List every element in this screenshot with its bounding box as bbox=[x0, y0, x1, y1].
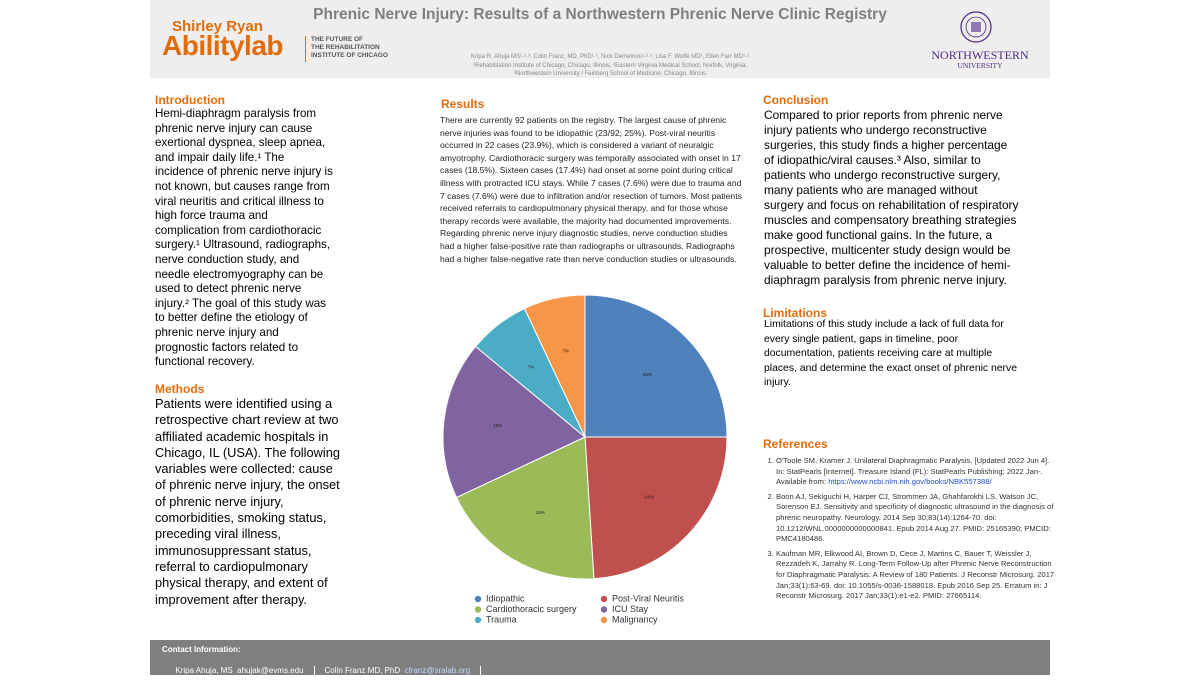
legend-marker bbox=[474, 606, 482, 613]
slice-label: 18% bbox=[493, 423, 502, 428]
legend-marker bbox=[474, 616, 482, 624]
affiliation: ³Northwestern University / Feinberg Scho… bbox=[513, 71, 707, 77]
legend-label: Trauma bbox=[486, 614, 517, 624]
footer-heading: Contact Information: bbox=[162, 645, 241, 654]
authors: Kripa R. Ahuja MS¹·²·³, Colin Franz, MD,… bbox=[400, 53, 820, 79]
reference-text: Kaufman MR, Elkwood AI, Brown D, Cece J,… bbox=[776, 548, 1055, 601]
reference-link[interactable]: https://www.ncbi.nlm.nih.gov/books/NBK55… bbox=[828, 477, 992, 487]
section-heading: Conclusion bbox=[763, 93, 829, 107]
pie-slice bbox=[584, 294, 728, 438]
reference: O'Toole SM, Kramer J. Unilateral Diaphra… bbox=[776, 456, 1058, 488]
legend-marker bbox=[600, 616, 608, 624]
contact: Kripa Ahuja, MS ahujak@evms.edu bbox=[175, 666, 304, 675]
tagline-line: INSTITUTE OF CHICAGO bbox=[311, 52, 388, 59]
poster-title: Phrenic Nerve Injury: Results of a North… bbox=[313, 6, 887, 23]
slice-label: 19% bbox=[536, 510, 545, 515]
section-text: Patients were identified using a retrosp… bbox=[155, 396, 340, 607]
section-heading: References bbox=[763, 437, 828, 451]
legend-label: Idiopathic bbox=[486, 593, 525, 603]
tagline-line: THE REHABILITATION bbox=[311, 44, 380, 51]
pie-slice bbox=[442, 345, 586, 499]
logo-name-top: Shirley Ryan bbox=[172, 18, 263, 35]
section-heading: Limitations bbox=[763, 306, 828, 320]
university-name: NORTHWESTERN bbox=[931, 48, 1029, 62]
section-heading: Introduction bbox=[155, 93, 225, 107]
pie-slice bbox=[584, 436, 728, 580]
logo-tagline: THE FUTURE OF THE REHABILITATION INSTITU… bbox=[305, 36, 388, 62]
university-seal bbox=[960, 11, 992, 43]
legend-label: Post-Viral Neuritis bbox=[612, 593, 684, 603]
footer-contacts: Kripa Ahuja, MS ahujak@evms.edu Colin Fra… bbox=[162, 657, 491, 684]
legend-marker bbox=[600, 595, 608, 603]
header: Shirley Ryan Abilitylab THE FUTURE OF TH… bbox=[150, 0, 1050, 78]
legend-label: Cardiothoracic surgery bbox=[486, 604, 577, 614]
section-text: There are currently 92 patients on the r… bbox=[440, 115, 742, 264]
legend-label: ICU Stay bbox=[612, 604, 649, 614]
slice-label: 7% bbox=[528, 365, 535, 370]
section-text: Limitations of this study include a lack… bbox=[764, 319, 1017, 388]
tagline-line: THE FUTURE OF bbox=[311, 36, 363, 43]
reference-text: O'Toole SM, Kramer J. Unilateral Diaphra… bbox=[776, 456, 1050, 487]
contact: Colin Franz MD, PhD bbox=[324, 666, 401, 675]
pie-slice bbox=[523, 294, 586, 438]
section-text: Hemi-diaphragm paralysis from phrenic ne… bbox=[155, 107, 333, 369]
reference: Kaufman MR, Elkwood AI, Brown D, Cece J,… bbox=[776, 549, 1058, 602]
reference: Boon AJ, Sekiguchi H, Harper CJ, Stromme… bbox=[776, 492, 1058, 545]
author-list: Kripa R. Ahuja MS¹·²·³, Colin Franz, MD,… bbox=[471, 54, 749, 60]
section-heading: Methods bbox=[155, 382, 205, 396]
poster: Shirley Ryan Abilitylab THE FUTURE OF TH… bbox=[150, 0, 1054, 676]
email-link[interactable]: cfranz@sralab.org bbox=[404, 666, 471, 675]
separator bbox=[313, 666, 315, 676]
legend-marker bbox=[474, 595, 482, 603]
slice-label: 7% bbox=[563, 348, 570, 353]
university-sub: UNIVERSITY bbox=[957, 61, 1003, 70]
legend-label: Malignancy bbox=[612, 614, 658, 624]
affiliation: ¹Rehabilitation Institute of Chicago, Ch… bbox=[473, 62, 747, 69]
section-heading: Results bbox=[441, 97, 485, 111]
footer: Contact Information: Kripa Ahuja, MS ahu… bbox=[150, 640, 1050, 676]
legend-marker bbox=[600, 606, 608, 613]
slice-label: 25% bbox=[643, 372, 652, 377]
pie-slice bbox=[455, 436, 595, 580]
logo-name: Abilitylab bbox=[162, 30, 284, 61]
reference-text: Boon AJ, Sekiguchi H, Harper CJ, Stromme… bbox=[776, 491, 1054, 544]
separator bbox=[480, 666, 482, 676]
pie-chart: 25% 24% 19% 18% 7% 7% Idiopathic Post-Viral Neu… bbox=[442, 294, 728, 624]
section-text: Compared to prior reports from phrenic n… bbox=[764, 108, 1019, 287]
reference-list: O'Toole SM, Kramer J. Unilateral Diaphra… bbox=[756, 456, 1058, 606]
slice-label: 24% bbox=[645, 494, 654, 499]
